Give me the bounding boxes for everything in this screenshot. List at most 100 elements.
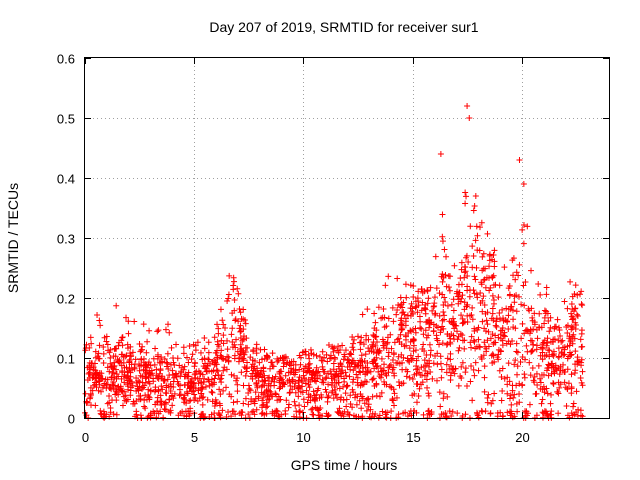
data-point [330, 395, 337, 402]
data-point [139, 343, 146, 350]
data-point [534, 335, 541, 342]
data-point [567, 337, 574, 344]
data-point [567, 352, 574, 359]
data-point [570, 308, 577, 315]
data-point [199, 386, 206, 393]
data-point [335, 379, 342, 386]
data-point [461, 345, 468, 352]
data-point [390, 351, 397, 358]
data-point [165, 321, 172, 328]
y-tick-label: 0.1 [57, 352, 75, 367]
data-point [454, 328, 461, 335]
data-point [467, 223, 474, 230]
data-point [211, 375, 218, 382]
data-point [375, 368, 382, 375]
data-point [496, 282, 503, 289]
data-point [578, 301, 585, 308]
data-point [568, 371, 575, 378]
data-point [255, 393, 262, 400]
data-point [371, 365, 378, 372]
data-point [92, 367, 99, 374]
data-point [316, 414, 323, 421]
data-point [413, 303, 420, 310]
data-point [520, 181, 527, 187]
data-point [489, 397, 496, 404]
data-point [563, 323, 570, 330]
data-point [489, 310, 496, 317]
data-point [431, 302, 438, 309]
data-point [566, 342, 573, 349]
data-point [577, 291, 584, 298]
data-point [261, 372, 268, 379]
data-point [158, 401, 165, 408]
data-point [398, 321, 405, 328]
data-point [253, 350, 260, 357]
data-point [414, 365, 421, 372]
data-point [535, 362, 542, 369]
data-point [223, 413, 230, 420]
data-point [161, 406, 168, 413]
data-point [286, 359, 293, 366]
data-point [458, 266, 465, 273]
data-point [191, 391, 198, 398]
data-point [456, 344, 463, 351]
data-point [501, 264, 508, 271]
data-point [385, 353, 392, 360]
data-point [409, 375, 416, 382]
data-point [359, 381, 366, 388]
data-point [370, 338, 377, 345]
data-point [421, 357, 428, 364]
data-point [579, 302, 586, 309]
data-point [228, 331, 235, 338]
data-point [240, 306, 247, 313]
data-point [482, 343, 489, 350]
data-point [229, 310, 236, 317]
data-point [365, 401, 372, 408]
data-point [462, 189, 469, 196]
data-point [106, 399, 113, 406]
data-point [350, 346, 357, 353]
data-point [245, 390, 252, 397]
data-point [509, 382, 516, 389]
data-point [546, 353, 553, 360]
data-point [153, 372, 160, 379]
data-point [533, 326, 540, 333]
data-point [531, 321, 538, 328]
data-point [436, 389, 443, 396]
data-point [259, 404, 266, 411]
data-point [406, 358, 413, 365]
data-point [413, 357, 420, 364]
data-point [576, 358, 583, 365]
data-point [347, 392, 354, 399]
data-point [504, 390, 511, 397]
data-point [176, 392, 183, 399]
data-point [561, 379, 568, 386]
data-point [510, 394, 517, 401]
data-point [245, 382, 252, 389]
data-point [568, 385, 575, 392]
data-point [102, 376, 109, 383]
data-point [539, 356, 546, 363]
data-point [220, 332, 227, 339]
data-point [263, 352, 270, 359]
data-point [345, 356, 352, 363]
data-point [411, 337, 418, 344]
data-point [154, 374, 161, 381]
data-point [274, 358, 281, 365]
data-point [417, 318, 424, 325]
data-point [233, 377, 240, 384]
data-point [531, 373, 538, 380]
data-point [400, 299, 407, 306]
data-point [512, 325, 519, 332]
data-point [437, 403, 444, 410]
data-point [556, 384, 563, 391]
data-point [473, 264, 480, 271]
data-point [521, 371, 528, 378]
data-point [295, 393, 302, 400]
data-point [496, 309, 503, 316]
data-point [121, 388, 128, 395]
data-point [514, 363, 521, 370]
data-point [416, 369, 423, 376]
data-point [492, 322, 499, 329]
data-point [512, 357, 519, 364]
